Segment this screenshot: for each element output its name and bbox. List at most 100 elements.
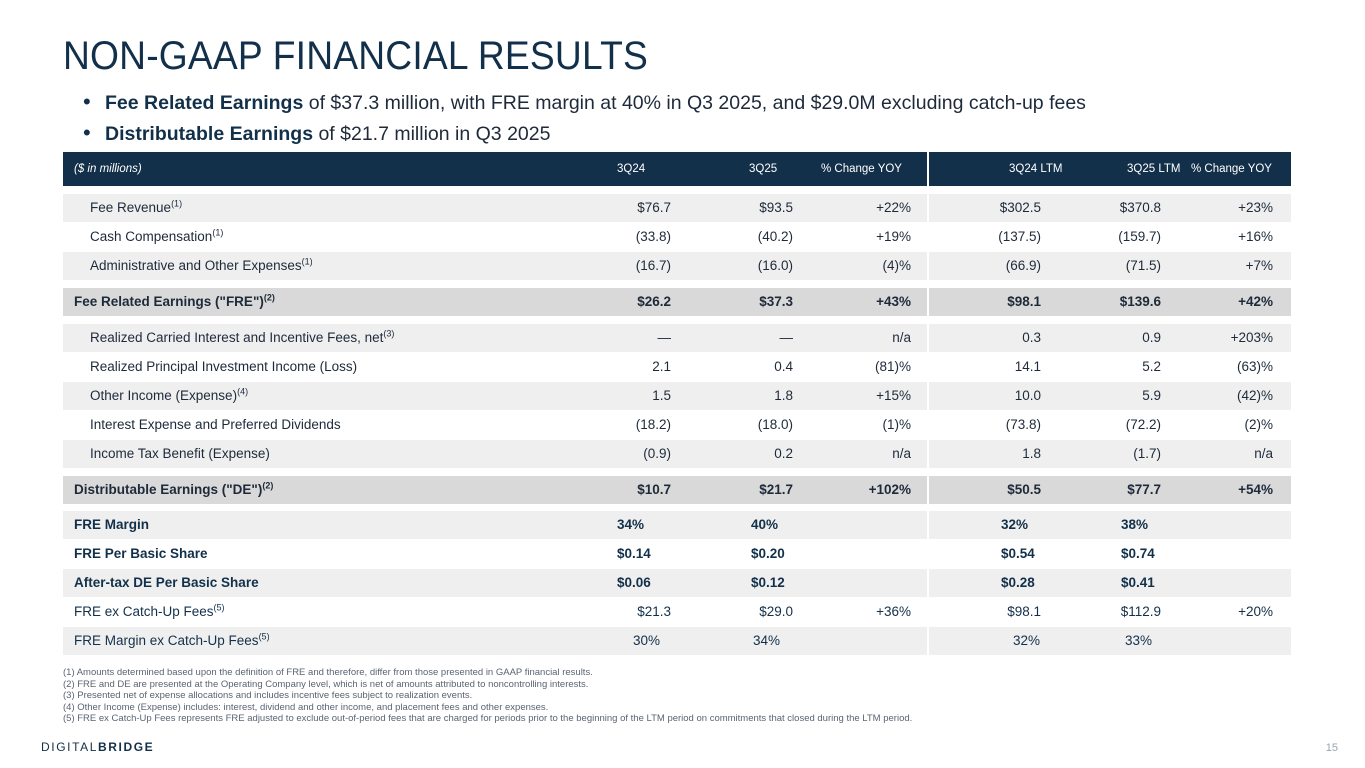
row-value-col1: 30% bbox=[633, 633, 661, 648]
table-row: FRE Per Basic Share $0.14 $0.20 $0.54 $0.74 bbox=[63, 540, 1291, 568]
row-value-col2: $93.5 bbox=[759, 200, 793, 215]
row-value-col6: (63)% bbox=[1236, 359, 1273, 374]
row-value-col2: (40.2) bbox=[757, 229, 793, 244]
row-label: After-tax DE Per Basic Share bbox=[74, 569, 259, 597]
row-label-text: FRE ex Catch-Up Fees bbox=[74, 604, 214, 619]
row-value-col1: $0.06 bbox=[617, 575, 651, 590]
summary-bullets: • Fee Related Earnings of $37.3 million, … bbox=[83, 88, 1086, 150]
table-row: Income Tax Benefit (Expense) (0.9) 0.2 n/a 1… bbox=[63, 440, 1291, 468]
footnote: (3) Presented net of expense allocations… bbox=[63, 690, 473, 701]
row-value-col2: (18.0) bbox=[757, 417, 793, 432]
logo-part-bridge: BRIDGE bbox=[98, 740, 155, 754]
row-band-right bbox=[929, 288, 1291, 316]
table-row: Administrative and Other Expenses(1) (16.… bbox=[63, 252, 1291, 280]
row-value-col5: 38% bbox=[1121, 517, 1149, 532]
row-band-left bbox=[63, 511, 927, 539]
table-row: FRE ex Catch-Up Fees(5) $21.3 $29.0 +36% $98… bbox=[63, 598, 1291, 626]
row-band-right bbox=[929, 569, 1291, 597]
row-value-col1: (18.2) bbox=[635, 417, 671, 432]
row-band-left bbox=[63, 440, 927, 468]
row-label: Realized Carried Interest and Incentive … bbox=[90, 324, 394, 352]
row-value-col4: $50.5 bbox=[1007, 482, 1041, 497]
row-band-right bbox=[929, 324, 1291, 352]
row-value-col1: 1.5 bbox=[652, 388, 671, 403]
row-band-right bbox=[929, 382, 1291, 410]
row-value-col3: n/a bbox=[892, 446, 911, 461]
row-band-right bbox=[929, 223, 1291, 251]
row-label: Other Income (Expense)(4) bbox=[90, 382, 248, 410]
row-label: Realized Principal Investment Income (Lo… bbox=[90, 353, 357, 381]
table-row: FRE Margin 34% 40% 32% 38% bbox=[63, 511, 1291, 539]
row-value-col5: $139.6 bbox=[1119, 294, 1161, 309]
table-row: Distributable Earnings ("DE")(2) $10.7 $21… bbox=[63, 476, 1291, 504]
table-row: Realized Principal Investment Income (Lo… bbox=[63, 353, 1291, 381]
row-value-col3: +22% bbox=[876, 200, 911, 215]
row-label: Distributable Earnings ("DE")(2) bbox=[74, 476, 273, 504]
footnote-ref: (1) bbox=[301, 256, 313, 267]
row-label: Fee Revenue(1) bbox=[90, 194, 182, 222]
footnote-ref: (5) bbox=[258, 631, 270, 642]
row-band-right bbox=[929, 411, 1291, 439]
footnote-ref: (3) bbox=[383, 328, 395, 339]
row-label-text: Administrative and Other Expenses bbox=[90, 258, 302, 273]
header-3q25-ltm: 3Q25 LTM bbox=[1127, 163, 1181, 175]
row-value-col2: 34% bbox=[753, 633, 781, 648]
row-value-col5: $0.74 bbox=[1121, 546, 1155, 561]
row-value-col3: (81)% bbox=[874, 359, 911, 374]
row-value-col2: 0.4 bbox=[774, 359, 793, 374]
row-band-right bbox=[929, 627, 1291, 655]
row-value-col6: +203% bbox=[1230, 330, 1273, 345]
row-band-right bbox=[929, 540, 1291, 568]
row-value-col2: $29.0 bbox=[759, 604, 793, 619]
header-3q25: 3Q25 bbox=[749, 163, 778, 175]
footnote-ref: (2) bbox=[262, 480, 274, 491]
table-row: Fee Related Earnings ("FRE")(2) $26.2 $37.… bbox=[63, 288, 1291, 316]
row-value-col4: (137.5) bbox=[998, 229, 1041, 244]
row-value-col3: +43% bbox=[876, 294, 911, 309]
row-value-col3: +15% bbox=[876, 388, 911, 403]
row-value-col6: (2)% bbox=[1244, 417, 1273, 432]
row-value-col5: 5.2 bbox=[1142, 359, 1161, 374]
row-value-col2: 40% bbox=[751, 517, 779, 532]
row-label: Administrative and Other Expenses(1) bbox=[90, 252, 313, 280]
table-header-quarterly: ($ in millions) 3Q24 3Q25 % Change YOY bbox=[63, 152, 927, 186]
footnote: (1) Amounts determined based upon the de… bbox=[63, 667, 593, 678]
bullet-fre: • Fee Related Earnings of $37.3 million, … bbox=[83, 88, 1086, 119]
row-label: Income Tax Benefit (Expense) bbox=[90, 440, 270, 468]
row-band-left bbox=[63, 288, 927, 316]
row-value-col3: n/a bbox=[892, 330, 911, 345]
row-value-col3: +36% bbox=[876, 604, 911, 619]
row-value-col2: — bbox=[779, 330, 794, 345]
bullet-de-text: of $21.7 million in Q3 2025 bbox=[313, 123, 551, 145]
row-label-text: Realized Carried Interest and Incentive … bbox=[90, 330, 384, 345]
header-change-yoy: % Change YOY bbox=[821, 163, 902, 175]
table-row: Cash Compensation(1) (33.8) (40.2) +19% (137… bbox=[63, 223, 1291, 251]
row-label-text: Distributable Earnings ("DE") bbox=[74, 482, 263, 497]
table-row: Interest Expense and Preferred Dividends… bbox=[63, 411, 1291, 439]
footnote: (2) FRE and DE are presented at the Oper… bbox=[63, 678, 589, 690]
row-value-col4: (73.8) bbox=[1005, 417, 1041, 432]
header-change-yoy-ltm: % Change YOY bbox=[1191, 163, 1272, 175]
row-label-text: Interest Expense and Preferred Dividends bbox=[90, 417, 341, 432]
row-value-col1: (33.8) bbox=[635, 229, 671, 244]
row-value-col4: 10.0 bbox=[1014, 388, 1041, 403]
footnote: (4) Other Income (Expense) includes: int… bbox=[63, 701, 549, 713]
table-row: FRE Margin ex Catch-Up Fees(5) 30% 34% 32% 3… bbox=[63, 627, 1291, 655]
page-number: 15 bbox=[1325, 742, 1338, 754]
row-label-text: After-tax DE Per Basic Share bbox=[74, 575, 259, 590]
row-band-right bbox=[929, 194, 1291, 222]
bullet-fre-bold: Fee Related Earnings bbox=[105, 92, 304, 114]
row-value-col3: (4)% bbox=[882, 258, 911, 273]
row-value-col1: — bbox=[657, 330, 672, 345]
row-label: Fee Related Earnings ("FRE")(2) bbox=[74, 288, 275, 316]
footnote-ref: (1) bbox=[212, 227, 224, 238]
row-label-text: FRE Per Basic Share bbox=[74, 546, 208, 561]
row-label-text: Income Tax Benefit (Expense) bbox=[90, 446, 270, 461]
row-label-text: Fee Revenue bbox=[90, 200, 172, 215]
bullet-de: • Distributable Earnings of $21.7 million… bbox=[83, 119, 1086, 150]
footnote: (5) FRE ex Catch-Up Fees represents FRE … bbox=[63, 713, 913, 724]
row-value-col5: $0.41 bbox=[1121, 575, 1155, 590]
row-value-col5: (71.5) bbox=[1125, 258, 1161, 273]
row-value-col5: (159.7) bbox=[1118, 229, 1161, 244]
row-value-col1: $0.14 bbox=[617, 546, 651, 561]
